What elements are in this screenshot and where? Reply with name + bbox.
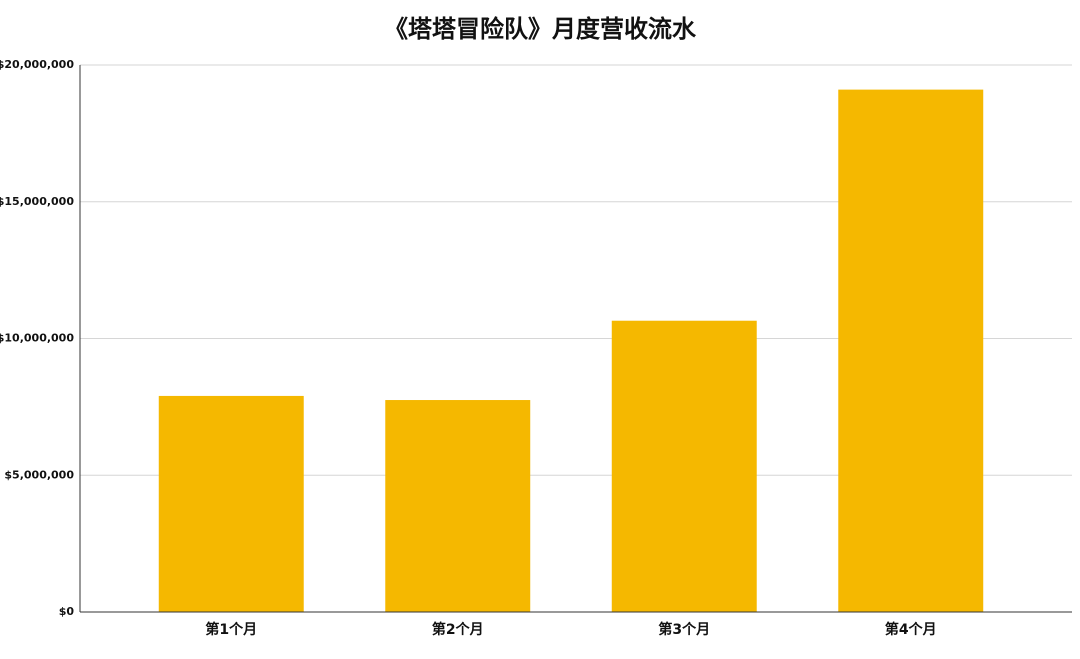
bar	[158, 395, 304, 612]
bar	[838, 89, 984, 613]
x-tick-label: 第3个月	[658, 621, 710, 638]
y-tick-label: $15,000,000	[0, 195, 74, 208]
bar	[611, 320, 757, 612]
chart-title: 《塔塔冒险队》月度营收流水	[384, 15, 697, 43]
x-tick-label: 第4个月	[885, 621, 937, 638]
y-tick-label: $5,000,000	[4, 468, 74, 481]
y-tick-label: $0	[59, 605, 75, 618]
x-tick-label: 第2个月	[432, 621, 484, 638]
y-tick-label: $20,000,000	[0, 58, 74, 71]
bar	[385, 400, 531, 612]
y-tick-label: $10,000,000	[0, 332, 74, 345]
x-tick-label: 第1个月	[205, 621, 257, 638]
